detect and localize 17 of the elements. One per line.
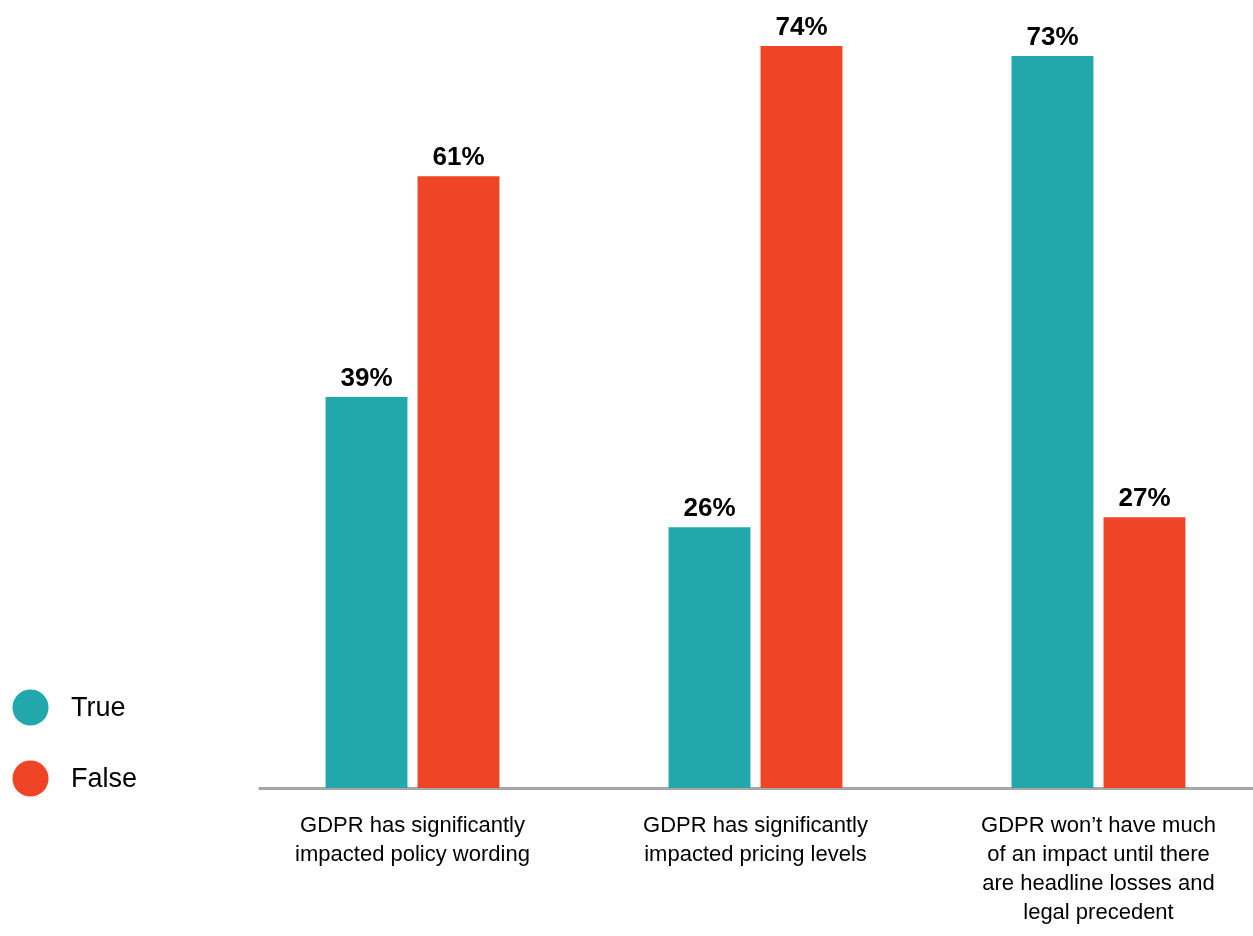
data-label: 74% <box>775 11 828 41</box>
x-tick-label: GDPR has significantly impacted pricing levels <box>643 811 868 866</box>
bar <box>760 46 843 788</box>
x-tick-label: GDPR has significantly impacted policy wording <box>295 811 530 866</box>
data-label: 39% <box>340 361 393 392</box>
bar <box>1103 517 1186 788</box>
bar <box>668 527 751 788</box>
bar <box>417 176 500 788</box>
legend-label: True <box>71 691 126 722</box>
x-tick-label: GDPR won’t have much of an impact until there are headline losses and legal precedent <box>981 811 1216 924</box>
data-label: 73% <box>1026 21 1079 52</box>
data-label: 27% <box>1118 482 1171 513</box>
bar <box>1011 56 1094 788</box>
data-label: 26% <box>683 492 736 523</box>
legend-label: False <box>71 762 138 793</box>
bar <box>325 396 408 788</box>
data-label: 61% <box>432 141 485 172</box>
